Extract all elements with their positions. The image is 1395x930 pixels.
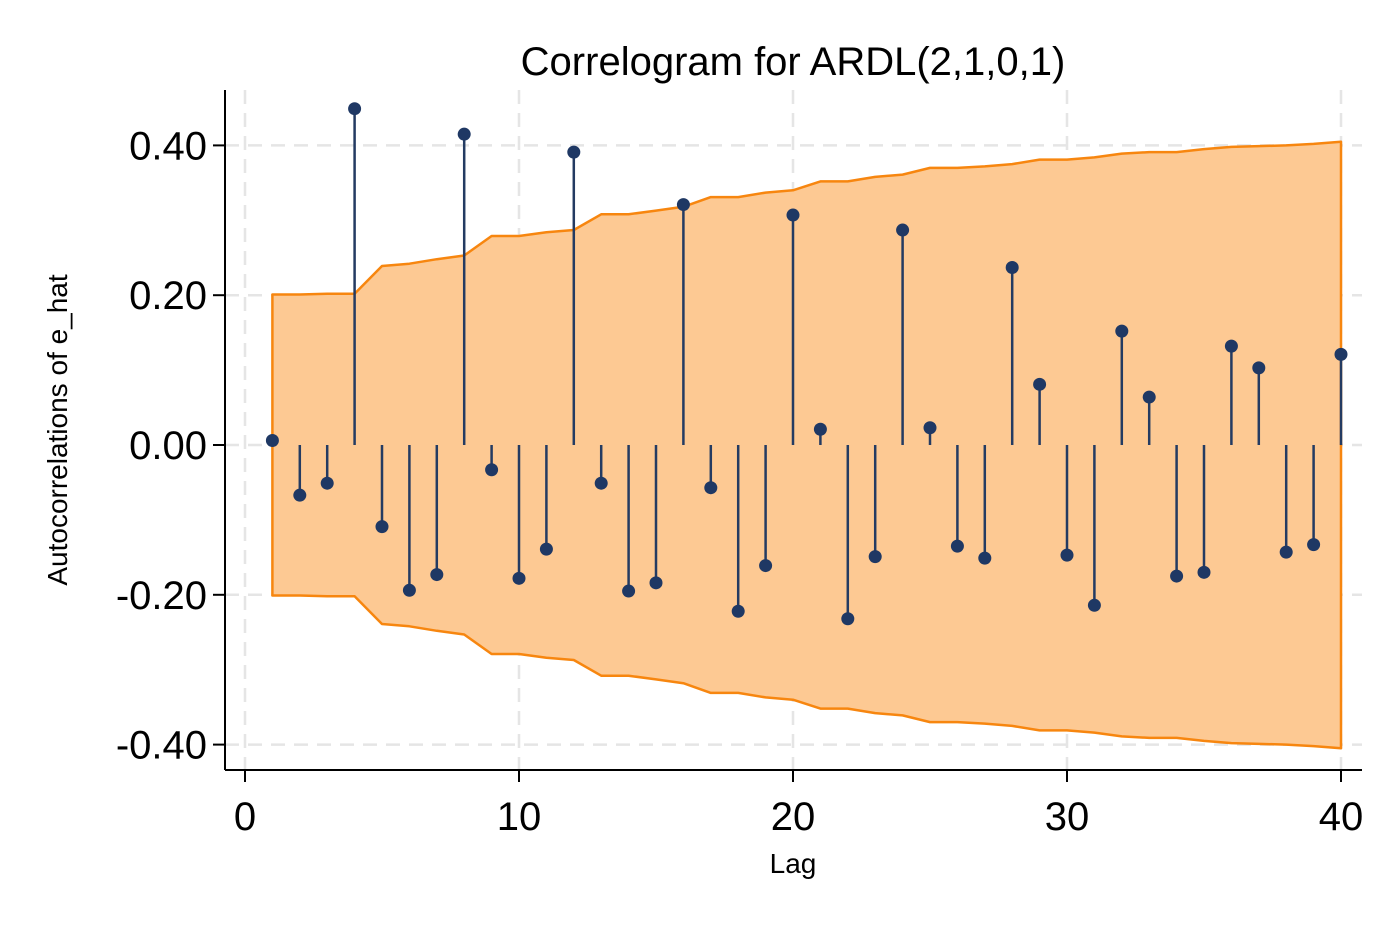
marker-lag-37: [1252, 361, 1266, 375]
marker-lag-4: [348, 102, 362, 116]
marker-lag-20: [786, 208, 800, 222]
marker-lag-21: [813, 422, 827, 436]
marker-lag-22: [841, 612, 855, 626]
x-tick-label: 30: [1045, 795, 1090, 839]
marker-lag-19: [759, 559, 773, 573]
marker-lag-16: [676, 198, 690, 212]
marker-lag-33: [1142, 390, 1156, 404]
markers: [265, 102, 1348, 626]
x-tick-label: 0: [234, 795, 256, 839]
marker-lag-18: [731, 604, 745, 618]
x-ticks: 0 10 20 30 40: [234, 770, 1363, 839]
x-tick-label: 20: [771, 795, 816, 839]
y-tick-label: -0.20: [116, 574, 207, 618]
marker-lag-10: [512, 571, 526, 585]
marker-lag-6: [402, 583, 416, 597]
marker-lag-29: [1033, 377, 1047, 391]
marker-lag-9: [485, 463, 499, 477]
marker-lag-35: [1197, 565, 1211, 579]
marker-lag-2: [293, 488, 307, 502]
y-tick-label: 0.00: [129, 424, 207, 468]
marker-lag-11: [539, 542, 553, 556]
y-tick-label: 0.20: [129, 274, 207, 318]
y-axis-label: Autocorrelations of e_hat: [42, 274, 73, 586]
marker-lag-26: [950, 539, 964, 553]
marker-lag-8: [457, 127, 471, 141]
confidence-band: [271, 140, 1343, 750]
y-ticks: -0.40 -0.20 0.00 0.20 0.40: [116, 124, 225, 768]
marker-lag-14: [622, 584, 636, 598]
y-tick-label: 0.40: [129, 124, 207, 168]
marker-lag-40: [1334, 347, 1348, 361]
marker-lag-12: [567, 145, 581, 159]
marker-lag-7: [430, 568, 444, 582]
marker-lag-31: [1087, 598, 1101, 612]
marker-lag-30: [1060, 548, 1074, 562]
marker-lag-3: [320, 476, 334, 490]
marker-lag-34: [1170, 569, 1184, 583]
marker-lag-1: [265, 434, 279, 448]
marker-lag-25: [923, 421, 937, 435]
marker-lag-36: [1224, 339, 1238, 353]
marker-lag-24: [896, 223, 910, 237]
marker-lag-23: [868, 550, 882, 564]
marker-lag-15: [649, 576, 663, 590]
marker-lag-32: [1115, 324, 1129, 338]
x-axis-label: Lag: [770, 848, 817, 879]
chart-title: Correlogram for ARDL(2,1,0,1): [521, 40, 1066, 84]
marker-lag-13: [594, 476, 608, 490]
marker-lag-17: [704, 481, 718, 495]
x-tick-label: 40: [1319, 795, 1364, 839]
marker-lag-39: [1307, 538, 1321, 552]
marker-lag-38: [1279, 545, 1293, 559]
marker-lag-27: [978, 551, 992, 565]
marker-lag-28: [1005, 260, 1019, 274]
stems: [271, 108, 1343, 619]
y-tick-label: -0.40: [116, 724, 207, 768]
marker-lag-5: [375, 520, 389, 534]
x-tick-label: 10: [497, 795, 542, 839]
